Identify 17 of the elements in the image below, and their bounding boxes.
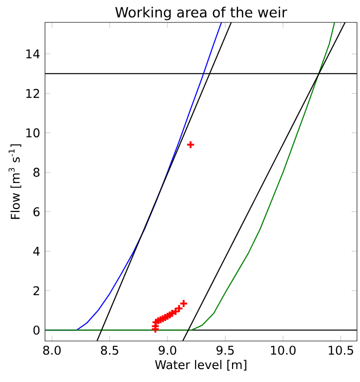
y-tick-label: 2 <box>34 286 40 296</box>
x-tick-label: 8.0 <box>43 346 61 355</box>
x-tick-label: 9.0 <box>158 346 176 355</box>
x-tick-label: 8.5 <box>100 346 118 355</box>
x-axis-title: Water level [m] <box>155 360 246 371</box>
chart-title: Working area of the weir <box>115 6 288 20</box>
y-tick-label: 4 <box>33 246 40 256</box>
x-tick-label: 10.0 <box>270 346 296 355</box>
x-tick-label: 10.5 <box>328 346 354 355</box>
y-tick-label: 10 <box>26 128 40 138</box>
y-tick-label: 6 <box>33 207 40 216</box>
x-tick-label: 9.5 <box>216 346 234 355</box>
y-tick-label: 0 <box>33 326 40 335</box>
y-tick-label: 14 <box>26 50 40 58</box>
y-tick-label: 12 <box>26 88 40 98</box>
y-tick-label: 8 <box>33 168 40 177</box>
y-axis-title: Flow [m$^{3}$ s$^{-1}$] <box>8 144 22 219</box>
